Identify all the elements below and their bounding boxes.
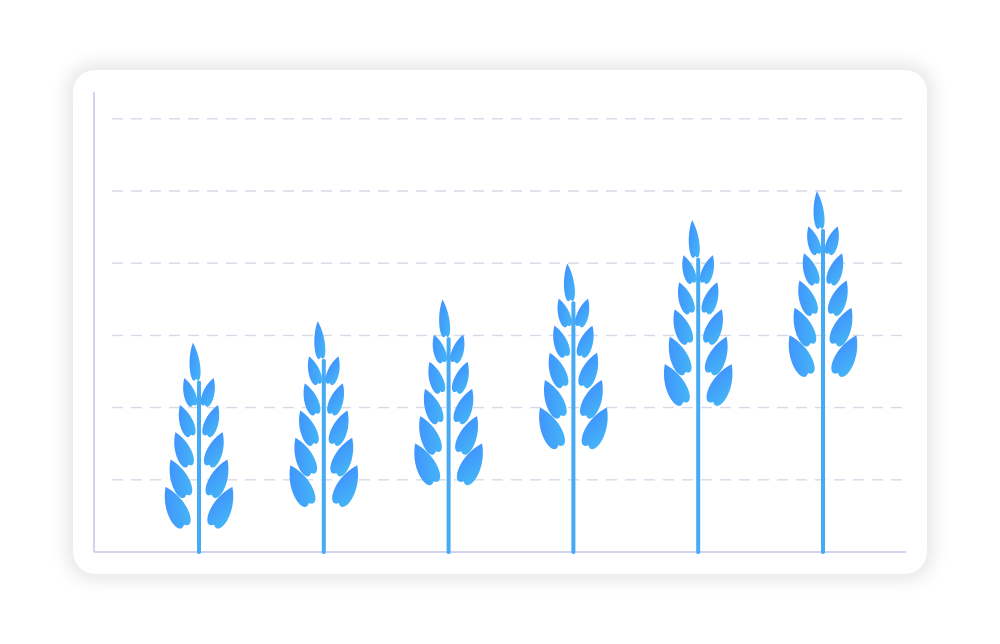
wheat-leaf [453, 388, 474, 425]
wheat-leaf [793, 307, 817, 347]
wheat-leaf [826, 253, 844, 286]
wheat-leaf [802, 253, 820, 286]
wheat-leaf [456, 443, 483, 486]
wheat-leaf [419, 416, 442, 455]
wheat-leaf [414, 443, 441, 486]
wheat-leaf [824, 226, 839, 255]
wheat-bar [164, 342, 234, 554]
wheat-leaf [678, 282, 695, 315]
wheat-leaf [332, 465, 359, 507]
wheat-leaf [455, 416, 478, 455]
wheat-bar [539, 263, 608, 554]
wheat-bar [788, 191, 858, 554]
wheat-leaf [798, 280, 819, 316]
wheat-leaf [451, 361, 469, 394]
wheat-leaf [557, 298, 572, 328]
wheat-leaf [673, 309, 694, 345]
wheat-leaf [203, 432, 224, 468]
wheat-bar [289, 321, 359, 554]
wheat-leaf [581, 407, 608, 450]
wheat-leaf [539, 407, 566, 450]
wheat-leaf [439, 299, 451, 338]
wheat-leaf [813, 191, 825, 229]
wheat-leaf [703, 309, 723, 345]
wheat-leaf [704, 336, 728, 376]
wheat-leaf [183, 377, 198, 407]
wheat-bar [414, 299, 483, 554]
grid-lines [112, 118, 906, 481]
wheat-leaf [548, 352, 569, 388]
wheat-leaf [423, 388, 444, 425]
wheat-leaf [289, 465, 316, 507]
wheat-leaf [294, 437, 318, 477]
wheat-leaf [205, 459, 229, 499]
wheat-leaf [330, 437, 354, 477]
wheat-leaf [299, 410, 319, 446]
wheat-leaf [699, 255, 714, 284]
wheat-leaf [827, 280, 848, 316]
wheat-leaf [563, 263, 575, 302]
wheat-leaf [576, 325, 594, 358]
wheat-leaf [314, 321, 326, 359]
wheat-leaf [189, 342, 201, 381]
wheat-leaf [325, 356, 340, 385]
wheat-leaf [575, 298, 590, 328]
wheat-leaf [668, 336, 692, 376]
wheat-leaf [174, 432, 195, 468]
wheat-leaf [164, 486, 191, 529]
wheat-leaf [202, 405, 220, 437]
wheat-leaf [432, 334, 447, 364]
wheat-leaf [580, 380, 603, 419]
wheat-leaf [701, 282, 719, 315]
wheat-leaf [308, 356, 323, 385]
wheat-leaf [544, 380, 567, 419]
wheat-bars [164, 191, 858, 554]
wheat-leaf [788, 335, 815, 377]
wheat-leaf [688, 220, 700, 258]
wheat-leaf [207, 486, 234, 529]
wheat-leaf [829, 307, 853, 347]
wheat-leaf [328, 410, 349, 446]
wheat-bar [663, 220, 733, 554]
wheat-leaf [807, 226, 822, 255]
wheat-leaf [178, 405, 196, 437]
wheat-leaf [303, 383, 321, 416]
wheat-leaf [327, 383, 344, 416]
wheat-leaf [663, 364, 690, 406]
wheat-leaf [169, 459, 193, 499]
wheat-leaf [553, 325, 571, 358]
wheat-leaf [706, 364, 733, 406]
wheat-leaf [200, 377, 215, 407]
wheat-leaf [428, 361, 446, 394]
wheat-leaf [831, 335, 858, 377]
wheat-leaf [450, 334, 465, 364]
wheat-leaf [578, 352, 599, 388]
wheat-leaf [682, 255, 697, 284]
